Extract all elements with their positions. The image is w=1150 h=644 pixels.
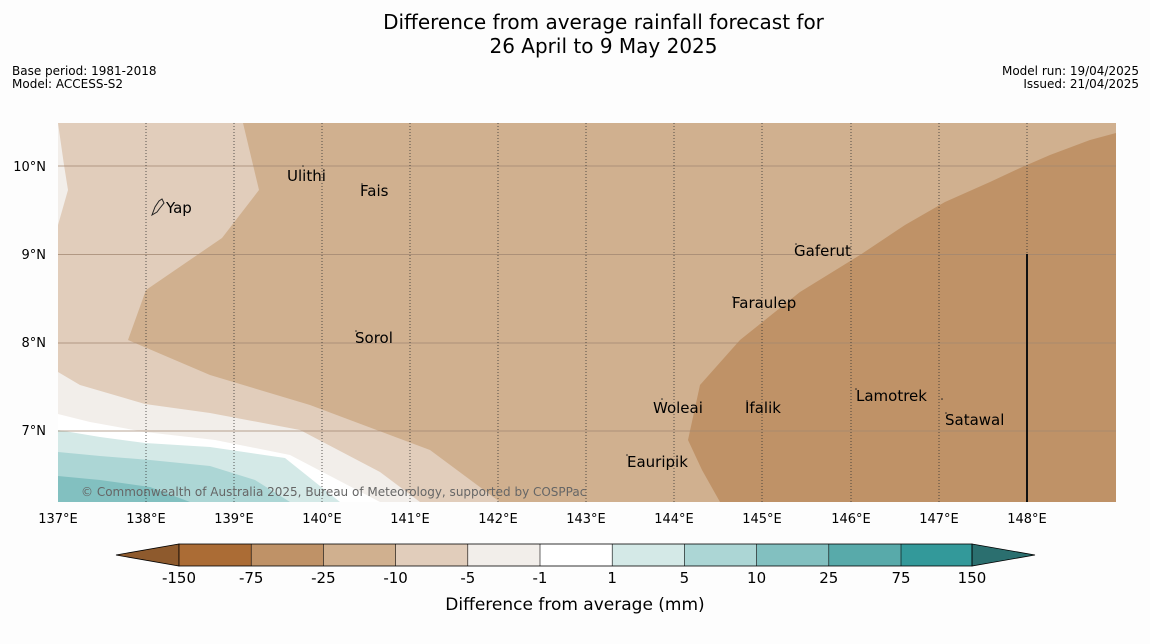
latitude-labels: 10°N 9°N 8°N 7°N xyxy=(13,160,46,439)
colorbar: -150 -75 -25 -10 -5 -1 1 5 10 25 75 150 … xyxy=(115,543,1036,615)
gridlines xyxy=(58,123,1116,502)
lat-tick: 8°N xyxy=(22,336,47,351)
colorbar-high-extend xyxy=(971,543,1036,567)
zone-near-average-west xyxy=(58,123,68,225)
longitude-labels: 137°E 138°E 139°E 140°E 141°E 142°E 143°… xyxy=(38,512,1047,527)
lon-tick: 138°E xyxy=(126,512,166,527)
place-ifalik: Ifalik xyxy=(745,399,781,417)
colorbar-segment xyxy=(684,544,757,566)
map-title: Difference from average rainfall forecas… xyxy=(0,10,1150,58)
lon-tick: 145°E xyxy=(742,512,782,527)
rainfall-map: Yap Ulithi Fais Gaferut Faraulep Sorol W… xyxy=(58,123,1116,502)
place-ulithi: Ulithi xyxy=(287,167,326,185)
place-faraulep: Faraulep xyxy=(732,294,796,312)
map-title-line2: 26 April to 9 May 2025 xyxy=(489,34,718,58)
run-info: Model run: 19/04/2025 Issued: 21/04/2025 xyxy=(1002,65,1139,91)
yap-island-shape xyxy=(151,198,165,217)
base-info: Base period: 1981-2018 Model: ACCESS-S2 xyxy=(12,65,157,91)
colorbar-segment xyxy=(467,544,540,566)
map-title-line1: Difference from average rainfall forecas… xyxy=(383,10,824,34)
lon-tick: 137°E xyxy=(38,512,78,527)
colorbar-segment xyxy=(540,544,613,566)
colorbar-segment xyxy=(612,544,685,566)
colorbar-label: Difference from average (mm) xyxy=(445,595,704,615)
colorbar-segment xyxy=(828,544,901,566)
model-name: Model: ACCESS-S2 xyxy=(12,77,124,91)
base-period: Base period: 1981-2018 xyxy=(12,64,157,78)
colorbar-segment xyxy=(179,544,252,566)
model-run: Model run: 19/04/2025 xyxy=(1001,64,1139,78)
zone-slightly-dry xyxy=(58,123,500,502)
place-sorol: Sorol xyxy=(355,329,393,347)
place-lamotrek: Lamotrek xyxy=(856,387,927,405)
colorbar-tick: -10 xyxy=(383,569,408,587)
colorbar-tick: -75 xyxy=(239,569,264,587)
lon-tick: 148°E xyxy=(1007,512,1047,527)
lat-tick: 7°N xyxy=(22,424,47,439)
place-yap: Yap xyxy=(165,199,192,217)
colorbar-tick: -25 xyxy=(311,569,336,587)
colorbar-segment xyxy=(251,544,324,566)
lon-tick: 144°E xyxy=(654,512,694,527)
colorbar-tick: -5 xyxy=(460,569,475,587)
issued-date: Issued: 21/04/2025 xyxy=(1023,77,1139,91)
lon-tick: 143°E xyxy=(566,512,606,527)
place-labels: Yap Ulithi Fais Gaferut Faraulep Sorol W… xyxy=(165,165,1004,471)
colorbar-tick: -1 xyxy=(533,569,548,587)
lon-tick: 139°E xyxy=(214,512,254,527)
colorbar-tick: -150 xyxy=(162,569,196,587)
colorbar-segment xyxy=(901,544,972,566)
place-satawal: Satawal xyxy=(945,411,1004,429)
place-gaferut: Gaferut xyxy=(794,242,851,260)
colorbar-segment xyxy=(756,544,829,566)
colorbar-tick: 25 xyxy=(819,569,838,587)
colorbar-low-extend xyxy=(115,543,180,567)
place-woleai: Woleai xyxy=(653,399,703,417)
lon-tick: 146°E xyxy=(831,512,871,527)
colorbar-tick: 5 xyxy=(680,569,690,587)
colorbar-tick: 1 xyxy=(607,569,617,587)
colorbar-segment xyxy=(323,544,396,566)
lon-tick: 142°E xyxy=(478,512,518,527)
lon-tick: 141°E xyxy=(390,512,430,527)
place-fais: Fais xyxy=(360,182,389,200)
place-eauripik: Eauripik xyxy=(627,453,688,471)
colorbar-tick: 150 xyxy=(958,569,987,587)
zone-wetter xyxy=(58,476,190,502)
lon-tick: 147°E xyxy=(919,512,959,527)
copyright-note: © Commonwealth of Australia 2025, Bureau… xyxy=(81,485,586,499)
zone-very-dry xyxy=(688,133,1116,502)
colorbar-tick-labels: -150 -75 -25 -10 -5 -1 1 5 10 25 75 150 xyxy=(162,569,986,587)
colorbar-segment xyxy=(395,544,468,566)
lat-tick: 10°N xyxy=(13,160,46,175)
colorbar-tick: 10 xyxy=(747,569,766,587)
colorbar-tick: 75 xyxy=(891,569,910,587)
lat-tick: 9°N xyxy=(22,248,47,263)
lon-tick: 140°E xyxy=(302,512,342,527)
